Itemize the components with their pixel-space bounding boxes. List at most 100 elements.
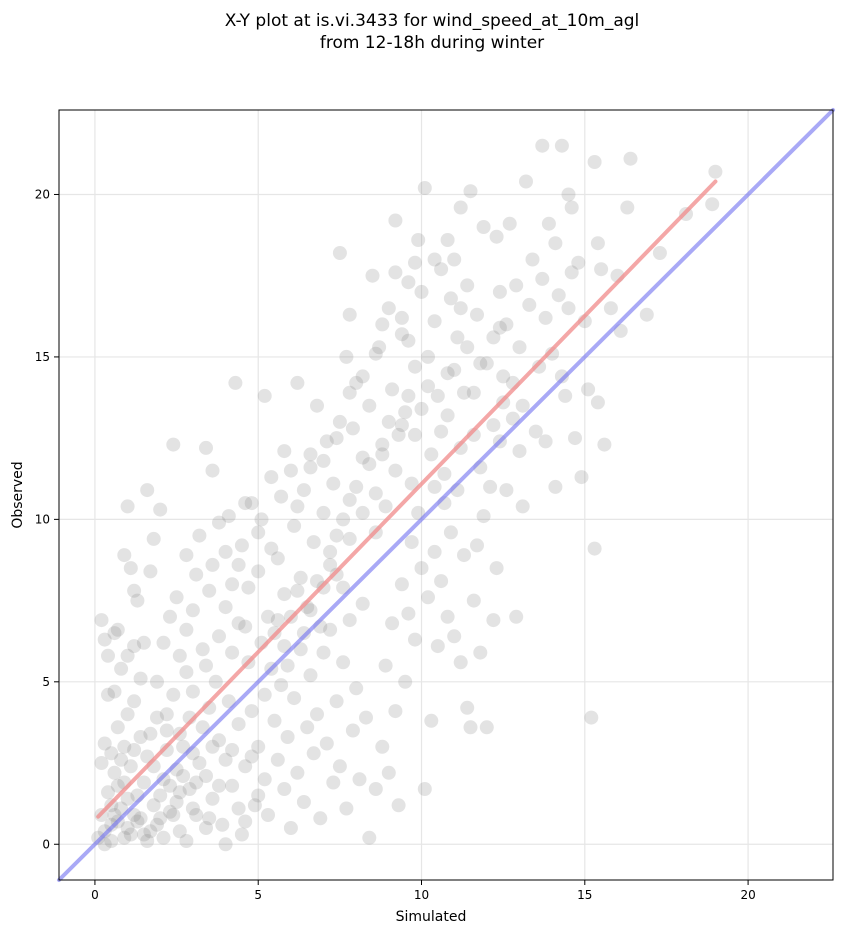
scatter-point	[391, 427, 406, 442]
scatter-point	[483, 479, 498, 494]
scatter-point	[339, 801, 354, 816]
scatter-point	[323, 622, 338, 637]
scatter-point	[110, 778, 125, 793]
scatter-point	[453, 301, 468, 316]
scatter-point	[94, 756, 109, 770]
scatter-point	[486, 418, 501, 433]
scatter-point	[244, 704, 259, 719]
scatter-point	[476, 509, 491, 524]
scatter-point	[150, 817, 164, 832]
scatter-point	[499, 483, 514, 498]
scatter-point	[319, 434, 334, 449]
scatter-point	[166, 808, 181, 822]
scatter-point	[375, 437, 390, 452]
scatter-point	[434, 574, 449, 589]
scatter-point	[267, 713, 282, 728]
scatter-point	[199, 769, 213, 783]
scatter-point	[424, 713, 439, 728]
scatter-point	[603, 301, 618, 316]
scatter-points	[91, 138, 723, 852]
scatter-point	[127, 639, 142, 654]
scatter-point	[247, 798, 262, 813]
scatter-point	[205, 557, 220, 572]
scatter-point	[153, 502, 168, 517]
scatter-point	[231, 557, 246, 572]
scatter-point	[114, 752, 129, 767]
scatter-point	[296, 795, 311, 809]
scatter-point	[430, 388, 445, 403]
scatter-point	[280, 730, 295, 744]
scatter-point	[143, 824, 158, 839]
scatter-point	[166, 437, 181, 452]
scatter-point	[421, 590, 435, 605]
scatter-point	[176, 769, 191, 783]
y-tick-label: 10	[35, 512, 50, 526]
scatter-point	[231, 616, 246, 631]
scatter-point	[189, 567, 204, 582]
scatter-point	[208, 674, 223, 689]
scatter-point	[515, 398, 530, 413]
scatter-point	[460, 278, 475, 293]
scatter-point	[218, 544, 233, 559]
x-tick-label: 0	[91, 888, 99, 902]
scatter-point	[228, 375, 243, 390]
scatter-point	[342, 492, 357, 507]
scatter-point	[261, 808, 275, 822]
scatter-point	[323, 557, 338, 572]
scatter-point	[231, 717, 246, 732]
scatter-point	[296, 483, 311, 498]
scatter-point	[244, 496, 259, 511]
scatter-point	[378, 499, 393, 514]
scatter-point	[195, 642, 210, 657]
scatter-point	[450, 330, 465, 345]
scatter-point	[274, 489, 289, 504]
scatter-point	[225, 577, 240, 592]
scatter-point	[120, 499, 135, 514]
scatter-point	[159, 743, 174, 757]
scatter-point	[440, 233, 455, 247]
scatter-point	[398, 405, 413, 420]
scatter-point	[287, 518, 302, 533]
scatter-point	[355, 596, 370, 611]
scatter-point	[251, 525, 266, 540]
scatter-point	[251, 739, 266, 754]
scatter-point	[417, 782, 432, 796]
scatter-point	[300, 720, 315, 735]
scatter-point	[150, 674, 164, 689]
x-axis-label: Simulated	[396, 909, 467, 925]
scatter-point	[447, 629, 462, 644]
scatter-point	[460, 340, 475, 355]
scatter-point	[163, 804, 177, 819]
scatter-point	[163, 609, 177, 624]
scatter-point	[110, 720, 125, 735]
scatter-point	[136, 775, 151, 790]
scatter-point	[310, 398, 324, 413]
scatter-point	[535, 138, 550, 153]
scatter-point	[440, 408, 455, 423]
scatter-point	[457, 548, 471, 563]
scatter-point	[234, 538, 249, 553]
scatter-point	[401, 388, 416, 403]
scatter-point	[466, 593, 481, 608]
scatter-point	[310, 707, 324, 722]
scatter-point	[421, 349, 435, 364]
scatter-point	[283, 821, 298, 835]
scatter-point	[107, 626, 122, 641]
scatter-point	[97, 824, 112, 839]
scatter-point	[280, 658, 295, 673]
scatter-point	[492, 284, 507, 299]
scatter-point	[123, 827, 138, 842]
scatter-point	[251, 788, 266, 803]
scatter-point	[434, 262, 449, 277]
scatter-point	[185, 684, 200, 699]
scatter-point	[182, 782, 197, 796]
scatter-point	[554, 369, 569, 384]
scatter-point	[408, 255, 422, 270]
scatter-point	[362, 830, 377, 845]
scatter-point	[427, 252, 442, 267]
scatter-point	[620, 200, 635, 215]
scatter-point	[564, 265, 579, 280]
scatter-point	[101, 785, 115, 800]
y-tick-label: 15	[35, 350, 50, 364]
scatter-point	[290, 765, 305, 780]
